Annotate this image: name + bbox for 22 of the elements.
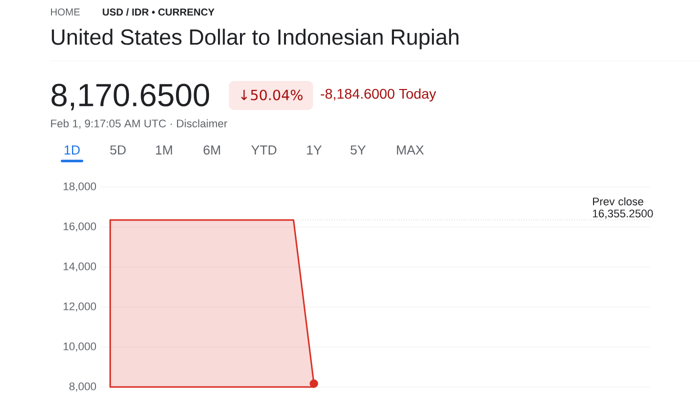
text: 1D <box>64 146 80 154</box>
text: YTD <box>251 146 276 154</box>
ref-line-label: Prev close 16,355.2500 <box>592 197 653 219</box>
text: ↓50.04% <box>241 90 303 100</box>
y-tick-label: 18,000 <box>64 182 96 192</box>
text: 8,170.6500 <box>52 84 210 110</box>
text: Feb 1, 9:17:05 AM UTC · Disclaimer <box>51 119 228 129</box>
y-tick-label: 14,000 <box>64 262 96 272</box>
y-tick-label: 16,000 <box>64 222 96 232</box>
text: 1M <box>156 146 172 154</box>
text: 6M <box>204 145 220 155</box>
text: 5D <box>110 145 126 155</box>
y-tick-label: 12,000 <box>64 302 96 312</box>
text: HOME <box>51 8 80 16</box>
text: -8,184.6000 Today <box>320 88 436 102</box>
y-tick-label: 8,000 <box>69 382 96 392</box>
text: MAX <box>396 146 424 154</box>
y-tick-label: 10,000 <box>64 342 96 352</box>
text: 1Y <box>307 146 322 154</box>
text: USD / IDR • CURRENCY <box>102 8 214 16</box>
text: 5Y <box>350 145 366 155</box>
chart-title: United States Dollar to Indonesian Rupiah <box>52 28 458 50</box>
